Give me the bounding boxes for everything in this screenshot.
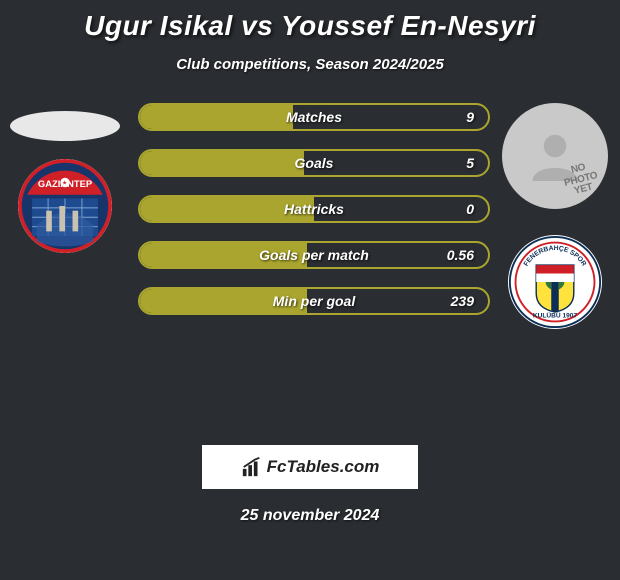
stats-bars: Matches 9 Goals 5 Hattricks 0 Goals per match 0…	[138, 103, 490, 333]
bar-chart-icon	[241, 456, 263, 478]
left-player-column: GAZIANTEP ★	[0, 103, 130, 253]
stat-bar: Min per goal 239	[138, 287, 490, 315]
comparison-panel: GAZIANTEP ★ NOPHOTOYET	[0, 103, 620, 423]
svg-text:★: ★	[62, 179, 67, 186]
stat-bar-fill	[140, 105, 293, 129]
gaziantep-badge-icon: GAZIANTEP ★	[18, 159, 112, 253]
stat-value: 9	[466, 109, 474, 125]
stat-label: Min per goal	[273, 293, 355, 309]
brand-text: FcTables.com	[267, 457, 380, 477]
stat-label: Matches	[286, 109, 342, 125]
stat-bar-fill	[140, 151, 304, 175]
page-title: Ugur Isikal vs Youssef En-Nesyri	[0, 0, 620, 42]
date-label: 25 november 2024	[0, 507, 620, 525]
page-subtitle: Club competitions, Season 2024/2025	[0, 56, 620, 73]
stat-value: 239	[451, 293, 474, 309]
fenerbahce-badge-icon: FENERBAHÇE SPOR KULÜBÜ 1907	[508, 235, 602, 329]
brand-box: FcTables.com	[202, 445, 418, 489]
left-player-placeholder	[10, 111, 120, 141]
stat-bar: Goals 5	[138, 149, 490, 177]
right-player-placeholder: NOPHOTOYET	[502, 103, 608, 209]
left-club-badge: GAZIANTEP ★	[18, 159, 112, 253]
stat-bar: Matches 9	[138, 103, 490, 131]
stat-label: Goals	[295, 155, 334, 171]
stat-value: 0	[466, 201, 474, 217]
stat-label: Goals per match	[259, 247, 369, 263]
stat-value: 0.56	[447, 247, 474, 263]
right-player-column: NOPHOTOYET FENERBAHÇE SPOR KULÜBÜ 1907	[490, 103, 620, 329]
stat-bar: Hattricks 0	[138, 195, 490, 223]
right-club-badge: FENERBAHÇE SPOR KULÜBÜ 1907	[508, 235, 602, 329]
stat-bar: Goals per match 0.56	[138, 241, 490, 269]
stat-label: Hattricks	[284, 201, 344, 217]
stat-value: 5	[466, 155, 474, 171]
